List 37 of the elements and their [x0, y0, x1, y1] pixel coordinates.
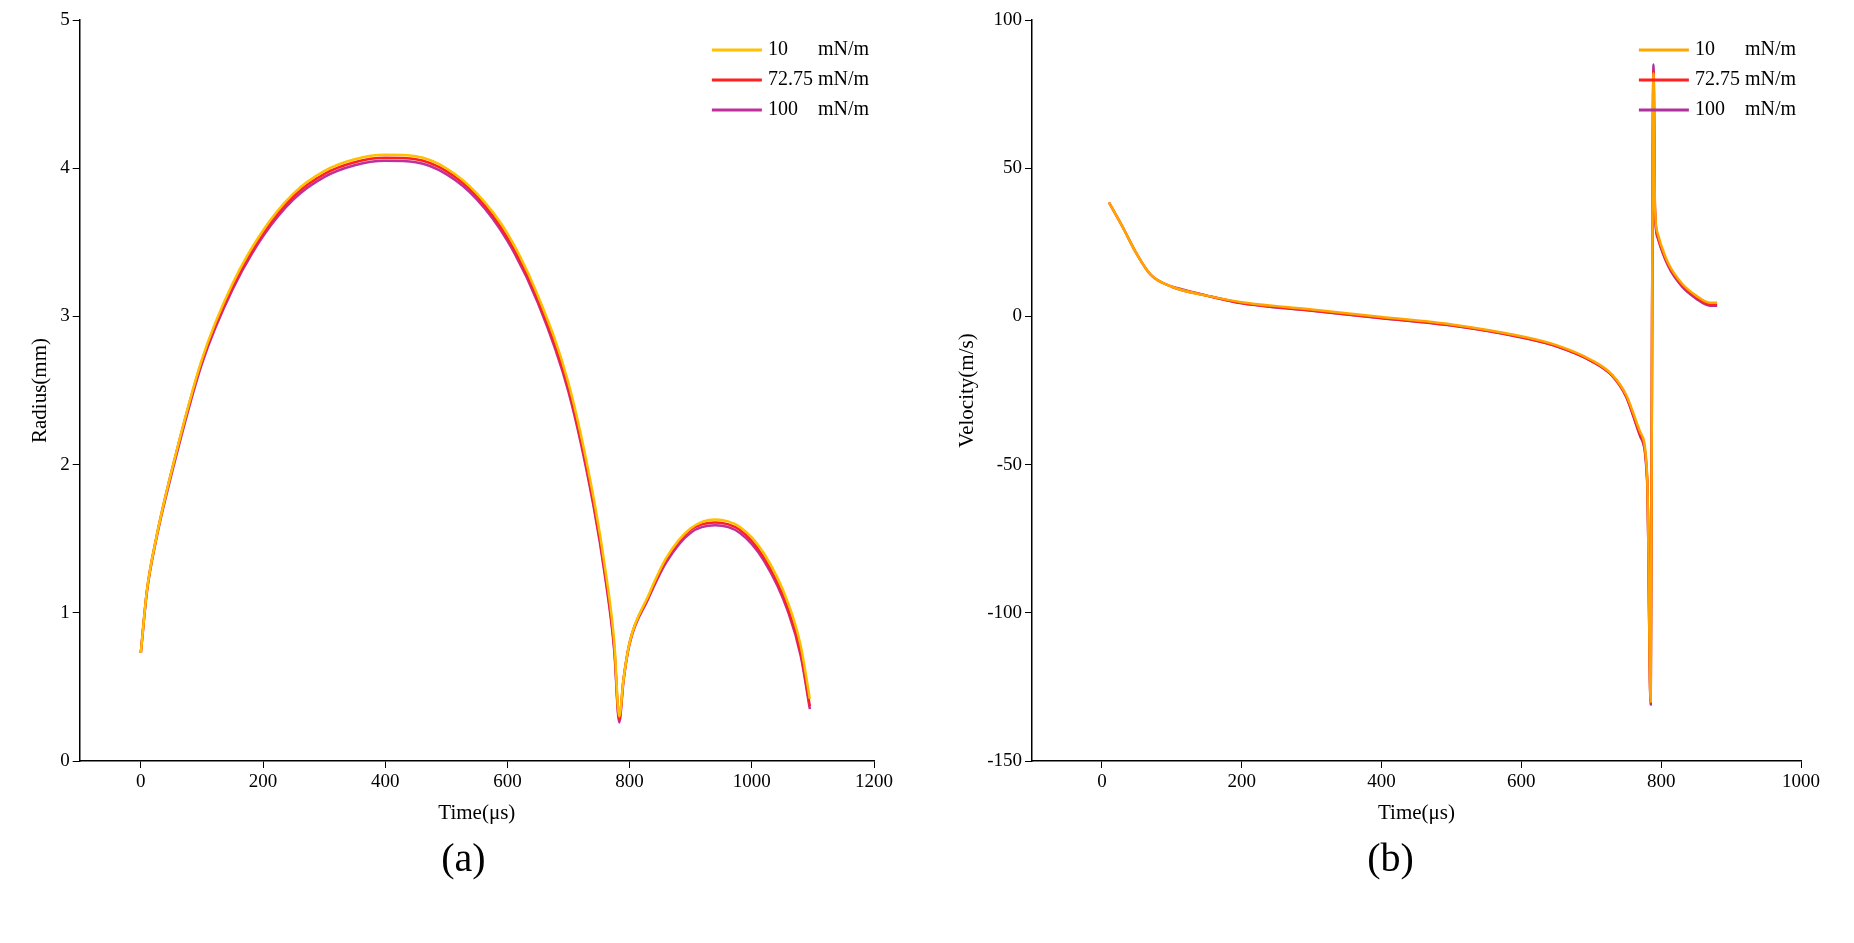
x-tick-label: 600 [1506, 770, 1536, 792]
x-tick-label: 1000 [732, 770, 771, 792]
x-tick-label: 400 [370, 770, 399, 792]
x-tick-label: 0 [135, 770, 146, 792]
legend-label: 10 mN/m [1694, 37, 1796, 60]
y-tick-label: 100 [993, 7, 1022, 29]
x-axis-title: Time(μs) [1377, 799, 1455, 824]
y-tick-label: 0 [1012, 304, 1022, 326]
y-tick-label: -150 [986, 748, 1022, 770]
text: (a) [441, 834, 486, 881]
x-tick-label: 400 [1366, 770, 1396, 792]
x-tick-label: 0 [1096, 770, 1107, 792]
x-tick-label: 800 [1646, 770, 1675, 792]
y-axis-title: Radius(mm) [26, 338, 51, 443]
x-tick-label: 800 [614, 770, 644, 792]
legend-label: 100 mN/m [1694, 97, 1796, 120]
legend-label: 10 mN/m [767, 37, 869, 60]
y-tick-label: 4 [59, 156, 70, 178]
x-axis-title: Time(μs) [437, 799, 515, 824]
y-tick-label: 3 [59, 304, 70, 326]
y-axis-title: Velocity(m/s) [953, 333, 978, 448]
x-tick-label: 200 [1227, 770, 1256, 792]
y-tick-label: -100 [986, 600, 1022, 622]
y-tick-label: 5 [59, 7, 70, 29]
x-tick-label: 1000 [1781, 770, 1820, 792]
y-tick-label: 50 [1002, 156, 1022, 178]
legend-label: 72.75 mN/m [1694, 67, 1796, 90]
y-tick-label: 2 [59, 452, 70, 474]
y-tick-label: -50 [996, 452, 1022, 474]
legend-label: 72.75 mN/m [767, 67, 869, 90]
legend-label: 100 mN/m [767, 97, 869, 120]
x-tick-label: 1200 [854, 770, 893, 792]
y-tick-label: 0 [59, 748, 70, 770]
y-tick-label: 1 [59, 600, 70, 622]
text: (b) [1367, 834, 1414, 881]
x-tick-label: 200 [248, 770, 277, 792]
x-tick-label: 600 [492, 770, 522, 792]
